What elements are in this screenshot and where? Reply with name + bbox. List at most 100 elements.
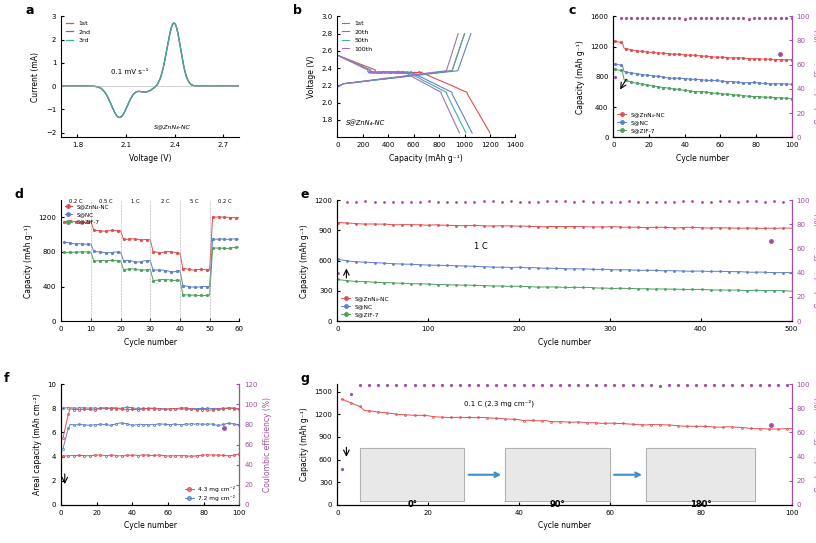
Text: 1 C: 1 C <box>473 242 487 250</box>
Text: 0.1 C (2.3 mg cm⁻²): 0.1 C (2.3 mg cm⁻²) <box>464 400 534 407</box>
X-axis label: Cycle number: Cycle number <box>538 338 591 346</box>
20th <box>406 68 415 75</box>
20th <box>468 130 477 136</box>
1st <box>143 89 153 95</box>
Text: 1 C: 1 C <box>131 199 140 205</box>
1st <box>415 69 425 75</box>
3rd <box>138 89 148 95</box>
Legend: 1st, 2nd, 3rd: 1st, 2nd, 3rd <box>64 20 91 45</box>
2nd <box>229 83 239 90</box>
Text: e: e <box>301 188 309 201</box>
20th <box>443 87 453 93</box>
2nd <box>169 20 179 26</box>
3rd <box>169 20 179 27</box>
3rd <box>143 89 153 95</box>
20th <box>397 68 407 75</box>
Legend: 4.3 mg cm⁻², 7.2 mg cm⁻²: 4.3 mg cm⁻², 7.2 mg cm⁻² <box>184 485 237 502</box>
50th <box>402 69 412 75</box>
3rd <box>197 83 206 90</box>
1st <box>229 83 239 90</box>
X-axis label: Voltage (V): Voltage (V) <box>129 154 171 163</box>
100th <box>390 70 400 77</box>
1st <box>169 20 179 27</box>
Text: g: g <box>301 371 310 384</box>
Legend:  <box>215 423 237 433</box>
X-axis label: Capacity (mAh g⁻¹): Capacity (mAh g⁻¹) <box>389 154 463 163</box>
Y-axis label: Current (mA): Current (mA) <box>31 52 41 102</box>
Text: 0.2 C: 0.2 C <box>69 199 83 205</box>
X-axis label: Cycle number: Cycle number <box>124 338 177 346</box>
50th <box>332 52 342 59</box>
1st <box>458 87 468 93</box>
Y-axis label: Capacity (mAh g⁻¹): Capacity (mAh g⁻¹) <box>300 224 309 298</box>
Line: 100th: 100th <box>337 55 459 133</box>
2nd <box>65 83 75 90</box>
1st <box>234 83 244 89</box>
1st <box>424 72 433 79</box>
100th <box>432 87 442 93</box>
100th <box>398 68 408 75</box>
Text: 2 C: 2 C <box>161 199 170 205</box>
100th <box>332 52 342 58</box>
Y-axis label: Capacity (mAh g⁻¹): Capacity (mAh g⁻¹) <box>24 224 33 298</box>
100th <box>451 123 461 130</box>
3rd <box>56 83 66 89</box>
Text: 0.1 mV s⁻¹: 0.1 mV s⁻¹ <box>111 70 149 75</box>
Line: 20th: 20th <box>337 55 472 133</box>
1st <box>406 69 415 75</box>
Line: 1st: 1st <box>337 55 490 133</box>
2nd <box>56 83 66 90</box>
2nd <box>115 114 125 121</box>
100th <box>391 68 401 75</box>
2nd <box>197 83 206 89</box>
1st <box>485 130 494 136</box>
1st <box>197 83 206 89</box>
3rd <box>229 83 239 89</box>
Legend:  <box>763 421 784 431</box>
X-axis label: Cycle number: Cycle number <box>124 521 177 531</box>
20th <box>332 52 342 59</box>
1st <box>481 123 491 130</box>
50th <box>409 72 419 79</box>
3rd <box>65 83 75 89</box>
Text: S@ZnN₄-NC: S@ZnN₄-NC <box>346 119 385 126</box>
2nd <box>229 83 239 90</box>
Y-axis label: Capacity (mAh g⁻¹): Capacity (mAh g⁻¹) <box>300 408 309 482</box>
50th <box>393 70 403 76</box>
X-axis label: Cycle number: Cycle number <box>676 154 729 163</box>
Y-axis label: Coulombic efficiency (%): Coulombic efficiency (%) <box>264 397 273 492</box>
Text: c: c <box>569 4 576 17</box>
50th <box>458 123 468 130</box>
3rd <box>114 114 124 121</box>
1st <box>229 83 239 90</box>
Legend:  <box>763 237 784 247</box>
Legend:  <box>776 49 788 59</box>
1st <box>405 70 415 76</box>
Legend: S@ZnN₄-NC, S@NC, S@ZIF-7: S@ZnN₄-NC, S@NC, S@ZIF-7 <box>616 111 667 134</box>
1st <box>65 83 75 90</box>
Text: f: f <box>4 371 10 384</box>
Y-axis label: Capacity (mAh g⁻¹): Capacity (mAh g⁻¹) <box>576 40 585 113</box>
50th <box>437 87 447 94</box>
1st <box>332 52 342 58</box>
1st <box>56 83 66 90</box>
Line: 1st: 1st <box>61 23 239 117</box>
Text: a: a <box>25 4 34 17</box>
2nd <box>234 83 244 90</box>
Text: 0.5 C: 0.5 C <box>99 199 113 205</box>
Line: 3rd: 3rd <box>61 23 239 117</box>
Legend: 1st, 20th, 50th, 100th: 1st, 20th, 50th, 100th <box>340 20 374 53</box>
Text: 90°: 90° <box>550 500 565 509</box>
Y-axis label: Areal capacity (mAh cm⁻²): Areal capacity (mAh cm⁻²) <box>33 394 42 495</box>
20th <box>397 70 406 76</box>
3rd <box>234 83 244 89</box>
20th <box>413 72 423 79</box>
50th <box>394 70 404 77</box>
Y-axis label: Voltage (V): Voltage (V) <box>307 55 316 98</box>
Line: 2nd: 2nd <box>61 23 239 117</box>
50th <box>461 129 471 136</box>
1st <box>138 89 148 96</box>
Text: 5 C: 5 C <box>190 199 199 205</box>
100th <box>455 130 464 136</box>
Line: 50th: 50th <box>337 55 466 132</box>
